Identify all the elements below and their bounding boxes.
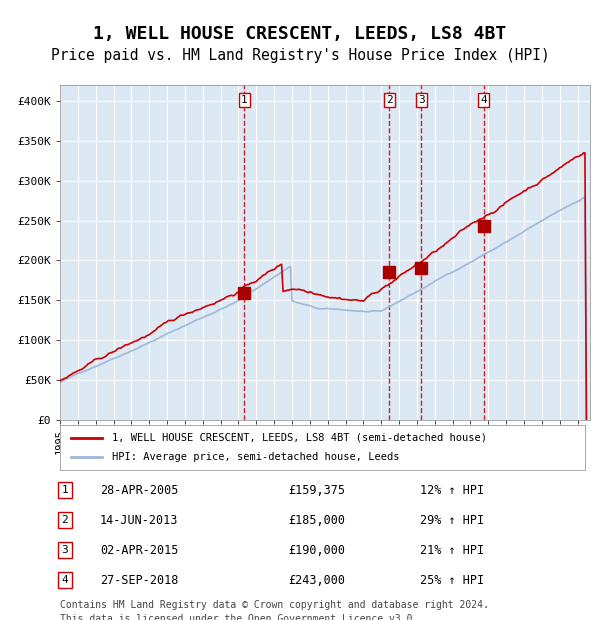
Text: 3: 3 [62,545,68,555]
Text: 28-APR-2005: 28-APR-2005 [100,484,178,497]
Text: £159,375: £159,375 [288,484,345,497]
Text: 27-SEP-2018: 27-SEP-2018 [100,574,178,587]
Text: 4: 4 [62,575,68,585]
Text: Price paid vs. HM Land Registry's House Price Index (HPI): Price paid vs. HM Land Registry's House … [50,48,550,63]
Text: 1: 1 [241,95,248,105]
Text: 12% ↑ HPI: 12% ↑ HPI [420,484,484,497]
Text: 02-APR-2015: 02-APR-2015 [100,544,178,557]
Text: 14-JUN-2013: 14-JUN-2013 [100,513,178,526]
Text: 1, WELL HOUSE CRESCENT, LEEDS, LS8 4BT: 1, WELL HOUSE CRESCENT, LEEDS, LS8 4BT [94,25,506,43]
Text: Contains HM Land Registry data © Crown copyright and database right 2024.: Contains HM Land Registry data © Crown c… [60,600,489,610]
Text: £243,000: £243,000 [288,574,345,587]
Text: 1: 1 [62,485,68,495]
Text: This data is licensed under the Open Government Licence v3.0.: This data is licensed under the Open Gov… [60,614,418,620]
Text: 29% ↑ HPI: 29% ↑ HPI [420,513,484,526]
Text: 21% ↑ HPI: 21% ↑ HPI [420,544,484,557]
Text: 3: 3 [418,95,425,105]
Text: 4: 4 [480,95,487,105]
Text: HPI: Average price, semi-detached house, Leeds: HPI: Average price, semi-detached house,… [113,453,400,463]
Text: £185,000: £185,000 [288,513,345,526]
Text: 1, WELL HOUSE CRESCENT, LEEDS, LS8 4BT (semi-detached house): 1, WELL HOUSE CRESCENT, LEEDS, LS8 4BT (… [113,433,487,443]
Text: £190,000: £190,000 [288,544,345,557]
Text: 25% ↑ HPI: 25% ↑ HPI [420,574,484,587]
Text: 2: 2 [386,95,392,105]
Text: 2: 2 [62,515,68,525]
